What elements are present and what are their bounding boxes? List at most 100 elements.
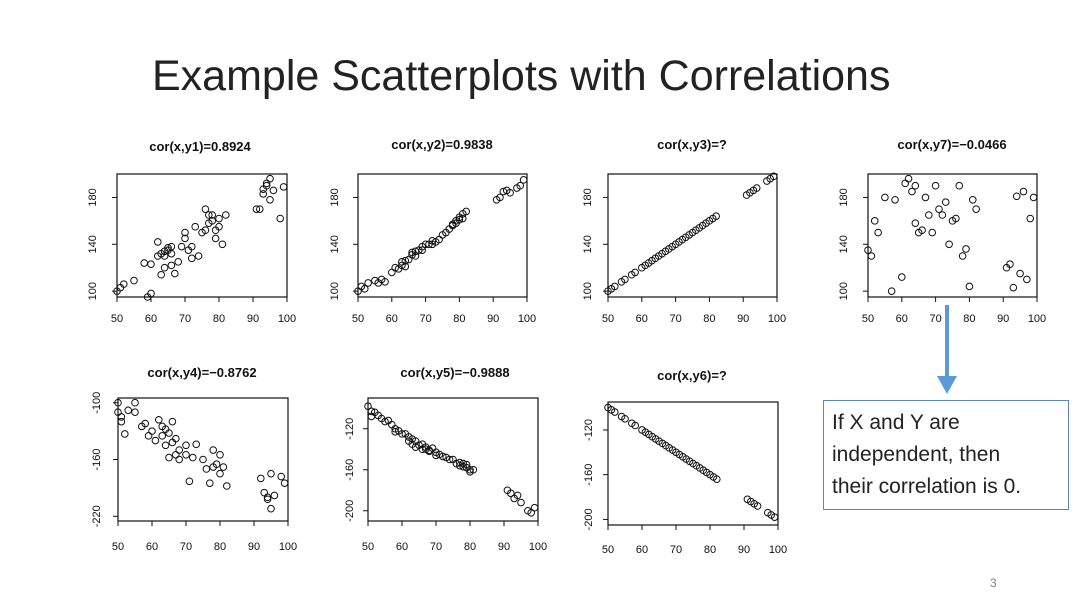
panel-4-xtick-label: 70 — [929, 313, 941, 325]
panel-5-xtick-label: 50 — [112, 541, 124, 553]
panel-5-point — [216, 450, 224, 459]
panel-4-point — [972, 205, 980, 213]
panel-2-point — [401, 262, 410, 271]
slide-title: Example Scatterplots with Correlations — [152, 52, 891, 100]
panel-1-point — [259, 190, 268, 198]
panel-7-ytick-label: -120 — [583, 419, 595, 441]
panel-1-point — [215, 222, 223, 231]
panel-4-title: cor(x,y7)=−0.0466 — [897, 137, 1006, 152]
panel-6-point — [364, 402, 372, 411]
panel-1-ytick-label: 180 — [87, 188, 99, 206]
panel-1-point — [218, 240, 227, 249]
panel-7-frame — [607, 401, 779, 526]
panel-7-ytick-label: -200 — [583, 508, 595, 530]
panel-1-point — [181, 234, 189, 243]
panel-7-point — [713, 475, 721, 483]
panel-7-point — [611, 408, 619, 416]
panel-1-point — [164, 244, 172, 252]
panel-3-xtick-label: 90 — [737, 313, 749, 325]
panel-4-point — [891, 195, 899, 204]
callout-line-2: independent, then — [832, 443, 1001, 466]
panel-5-title: cor(x,y4)=−0.8762 — [147, 365, 256, 380]
panel-7-point — [631, 421, 640, 430]
panel-5-point — [141, 419, 149, 428]
panel-3-point — [610, 282, 619, 291]
callout-line-3: their correlation is 0. — [832, 475, 1022, 498]
panel-5-ytick-label: -100 — [91, 392, 103, 414]
panel-4-point — [911, 219, 920, 227]
independence-callout: If X and Y are independent, then their c… — [823, 400, 1069, 510]
panel-5-point — [121, 430, 129, 438]
panel-2-xtick-label: 100 — [518, 313, 536, 325]
panel-7-xtick-label: 100 — [769, 544, 787, 556]
panel-2-point — [381, 277, 389, 286]
panel-5-point — [212, 460, 221, 469]
panel-6-xtick-label: 80 — [464, 541, 476, 553]
panel-3-point — [769, 172, 778, 181]
panel-6-ytick-label: -160 — [344, 459, 356, 481]
panel-4-ytick-label: 140 — [838, 235, 850, 253]
panel-4-point — [945, 240, 953, 249]
panel-6-frame — [367, 397, 539, 522]
panel-2-point — [401, 256, 410, 265]
panel-6-point — [469, 465, 478, 474]
panel-1-point — [211, 234, 220, 243]
panel-5-point — [144, 432, 153, 440]
panel-2-xtick-label: 90 — [487, 313, 499, 325]
panel-7-xtick-label: 80 — [704, 544, 716, 556]
panel-1-xtick-label: 70 — [179, 313, 191, 325]
panel-4-point — [1009, 283, 1018, 292]
panel-5-xtick-label: 80 — [214, 541, 226, 553]
panel-2-point — [411, 252, 420, 260]
panel-2-xtick-label: 70 — [419, 313, 431, 325]
panel-5-xtick-label: 60 — [146, 541, 158, 553]
panel-4-xtick-label: 60 — [896, 313, 908, 325]
panel-6-xtick-label: 100 — [529, 541, 547, 553]
panel-5-point — [185, 477, 194, 486]
panel-6-point — [513, 491, 522, 500]
panel-1-point — [269, 186, 278, 195]
panel-2-point — [455, 215, 464, 224]
panel-1-point — [130, 276, 138, 285]
panel-5-point — [155, 415, 163, 424]
panel-6-xtick-label: 50 — [362, 541, 374, 553]
panel-4-xtick-label: 80 — [963, 313, 975, 325]
panel-2-point — [364, 279, 372, 287]
panel-5-point — [219, 463, 228, 471]
panel-5-xtick-label: 70 — [180, 541, 192, 553]
panel-3-xtick-label: 70 — [669, 313, 681, 325]
panel-3-ytick-label: 100 — [582, 282, 594, 300]
panel-1-point — [188, 254, 196, 263]
panel-5-point — [182, 441, 190, 450]
panel-4-point — [898, 273, 906, 281]
panel-4-point — [962, 245, 970, 253]
panel-7-xtick-label: 60 — [636, 544, 648, 556]
panel-5-ytick-label: -220 — [91, 505, 103, 527]
panel-4-ytick-label: 180 — [838, 188, 850, 206]
panel-5-point — [175, 446, 183, 454]
panel-1-point — [147, 260, 155, 269]
panel-7-xtick-label: 70 — [670, 544, 682, 556]
panel-4-point — [952, 214, 960, 223]
panel-4-point — [1006, 260, 1014, 269]
panel-4-point — [955, 181, 964, 190]
panel-7-ytick-label: -160 — [583, 464, 595, 486]
panel-3-xtick-label: 80 — [703, 313, 715, 325]
panel-5-point — [277, 472, 286, 481]
callout-line-1: If X and Y are — [832, 411, 960, 434]
panel-3-point — [752, 184, 761, 192]
panel-4-point — [928, 228, 937, 237]
panel-5-point — [151, 436, 160, 445]
panel-5-ytick-label: -160 — [91, 448, 103, 470]
panel-1-xtick-label: 100 — [278, 313, 296, 325]
panel-5-point — [114, 398, 122, 407]
panel-1-point — [262, 181, 271, 190]
panel-1-point — [205, 211, 213, 219]
panel-7-xtick-label: 50 — [602, 544, 614, 556]
panel-4-point — [941, 198, 950, 206]
panel-7-point — [770, 513, 779, 521]
panel-1-xtick-label: 90 — [247, 313, 259, 325]
panel-3-xtick-label: 100 — [768, 313, 786, 325]
panel-4-frame — [867, 173, 1038, 298]
panel-1-point — [160, 252, 169, 260]
